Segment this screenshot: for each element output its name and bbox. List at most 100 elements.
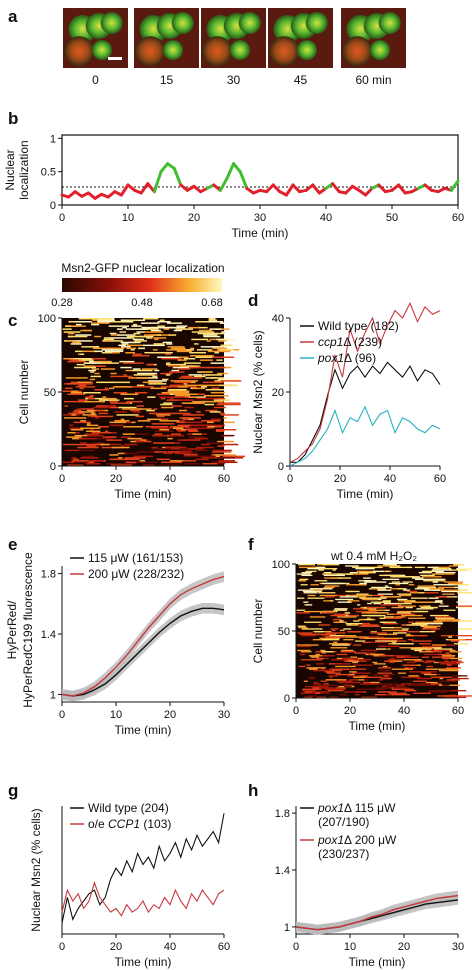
heatmap-cell [101, 352, 120, 354]
heatmap-cell [445, 696, 458, 699]
heatmap-cell [74, 366, 96, 369]
heatmap-cell [85, 397, 108, 400]
heatmap-cell [115, 463, 136, 465]
heatmap-cell [349, 572, 358, 574]
heatmap-cell [196, 446, 214, 449]
heatmap-cell [321, 668, 325, 670]
heatmap-cell [173, 393, 196, 395]
heatmap-cell [202, 424, 225, 427]
yeast-cell [230, 40, 250, 60]
heatmap-cell [182, 460, 196, 462]
heatmap-cell [364, 581, 387, 583]
heatmap-cell [359, 582, 367, 585]
heatmap-cell [297, 625, 306, 627]
heatmap-cell [397, 610, 414, 613]
heatmap-cell [172, 427, 184, 429]
heatmap-cell [193, 375, 206, 378]
heatmap-cell [379, 655, 397, 657]
heatmap-cell [373, 655, 384, 657]
heatmap-cell [423, 580, 446, 582]
heatmap-cell [351, 624, 358, 626]
heatmap-cell [346, 675, 367, 677]
heatmap-cell [210, 392, 225, 394]
heatmap-cell [301, 635, 317, 637]
heatmap-cell [438, 586, 460, 589]
heatmap-cell [142, 368, 158, 370]
heatmap-cell [397, 593, 411, 595]
heatmap-cell [203, 334, 218, 336]
heatmap-cell [212, 397, 226, 400]
heatmap-cell [406, 633, 411, 636]
heatmap-cell [176, 421, 186, 424]
heatmap-cell [431, 668, 453, 670]
x-tick-label: 30 [452, 941, 464, 953]
heatmap-cell [330, 628, 339, 630]
heatmap-cell [308, 676, 315, 678]
heatmap-cell [86, 424, 99, 427]
heatmap-cell [345, 565, 359, 567]
heatmap-cell [188, 326, 200, 329]
heatmap-cell [432, 651, 443, 653]
heatmap-cell [382, 578, 400, 581]
heatmap-cell [413, 601, 435, 603]
heatmap-cell [213, 454, 236, 456]
y-tick-label: 0 [50, 461, 56, 473]
heatmap-cell [110, 337, 132, 339]
heatmap-cell [389, 566, 412, 569]
confidence-band [296, 890, 458, 935]
heatmap-cell [405, 635, 428, 637]
heatmap-cell [363, 580, 372, 582]
heatmap-cell [362, 624, 379, 626]
heatmap-cell [213, 389, 225, 391]
heatmap-cell [218, 402, 241, 404]
heatmap-cell [404, 656, 420, 658]
heatmap-cell [410, 671, 423, 673]
heatmap-cell [337, 601, 352, 603]
heatmap-cell [355, 640, 366, 642]
heatmap-cell [143, 331, 164, 333]
heatmap-cell [124, 443, 138, 446]
heatmap-cell [132, 338, 144, 341]
heatmap-cell [159, 319, 165, 321]
heatmap-cell [152, 434, 167, 437]
heatmap-cell [142, 464, 156, 466]
x-tick-label: 0 [59, 941, 65, 953]
heatmap-cell [147, 418, 162, 421]
heatmap-cell [449, 651, 462, 653]
heatmap-cell [297, 632, 313, 634]
hyperred-plot-h: 0 10 20 30 1 1.4 1.8 Time (min) pox1Δ 115 μW(207… [275, 801, 464, 969]
legend-entry: 200 μW (228/232) [88, 567, 184, 581]
heatmap-cell [326, 692, 331, 694]
heatmap-cell [398, 594, 412, 597]
yeast-cell [202, 36, 233, 67]
y-tick-label: 0 [278, 461, 284, 473]
heatmap-cell [77, 446, 99, 449]
heatmap-cell [320, 649, 326, 652]
heatmap-cell [215, 426, 223, 428]
heatmap-cell [420, 623, 443, 625]
yeast-cell [378, 12, 401, 34]
heatmap-cell [66, 436, 82, 438]
y-tick-label: 1.8 [41, 569, 56, 581]
heatmap-cell [96, 443, 105, 446]
heatmap-cell [199, 359, 213, 361]
heatmap-cell [368, 609, 386, 611]
heatmap-cell [119, 331, 127, 333]
trace-segment [139, 182, 150, 195]
heatmap-cell [368, 636, 384, 638]
heatmap-cell [353, 679, 365, 681]
heatmap-cell [407, 684, 421, 686]
heatmap-cell [435, 617, 455, 619]
heatmap-cell [220, 380, 242, 382]
heatmap-cell [381, 621, 397, 623]
microscopy-time-series: 0 15 30 45 60 min [63, 8, 406, 87]
heatmap-cell [353, 620, 360, 622]
heatmap-cell [360, 683, 382, 685]
heatmap-cell [363, 681, 373, 684]
heatmap-cell [430, 614, 445, 617]
heatmap-cell [203, 335, 221, 338]
heatmap-cell [103, 338, 115, 341]
heatmap-cell [101, 349, 124, 351]
heatmap-cell [84, 433, 100, 435]
heatmap-cell [97, 319, 115, 321]
